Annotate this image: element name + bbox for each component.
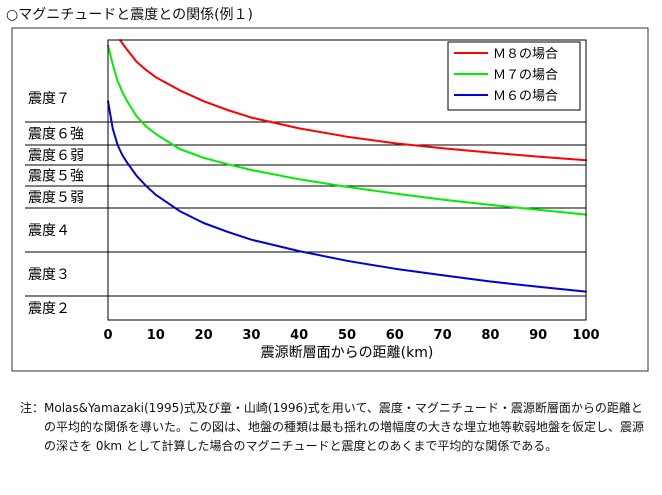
legend-label: Ｍ７の場合 [493,68,558,83]
intensity-band-label: 震度６弱 [28,148,84,164]
plot-area [107,39,587,321]
x-tick-label: 60 [386,328,404,343]
x-tick-label: 80 [481,328,499,343]
x-tick-label: 10 [147,328,165,343]
series-line [119,39,587,162]
x-tick-label: 100 [572,328,599,343]
intensity-band-label: 震度４ [28,223,70,239]
x-axis-label: 震源断層面からの距離(km) [261,344,434,361]
legend-label: Ｍ８の場合 [493,47,558,62]
x-tick-label: 0 [103,328,112,343]
intensity-band-labels: 震度２ 震度３ 震度４ 震度５弱 震度５強 震度６弱 震度６強 震度７ [28,91,84,317]
intensity-band-label: 震度２ [28,301,70,317]
series-line [107,44,587,216]
legend: Ｍ８の場合 Ｍ７の場合 Ｍ６の場合 [447,41,581,111]
intensity-distance-chart: 震度２ 震度３ 震度４ 震度５弱 震度５強 震度６弱 震度６強 震度７ 0 10 20 30 40 50… [11,27,649,372]
series-line [107,100,587,293]
x-tick-label: 30 [242,328,260,343]
intensity-band-label: 震度７ [28,91,70,107]
x-tick-label: 90 [529,328,547,343]
page-title: ○マグニチュードと震度との関係(例１) [6,7,253,23]
x-axis-ticks: 0 10 20 30 40 50 60 70 80 90 100 [103,328,599,343]
x-tick-label: 50 [338,328,356,343]
series-lines [107,39,587,293]
intensity-band-label: 震度５強 [28,169,84,185]
x-tick-label: 40 [290,328,308,343]
legend-label: Ｍ６の場合 [493,89,558,104]
x-tick-label: 70 [434,328,452,343]
intensity-band-label: 震度５弱 [28,190,84,206]
intensity-band-label: 震度６強 [28,127,84,143]
footnote-text: Molas&Yamazaki(1995)式及び童・山崎(1996)式を用いて、震… [44,401,645,453]
intensity-band-label: 震度３ [28,267,70,283]
footnote-label: 注： [20,401,45,415]
x-tick-label: 20 [195,328,213,343]
